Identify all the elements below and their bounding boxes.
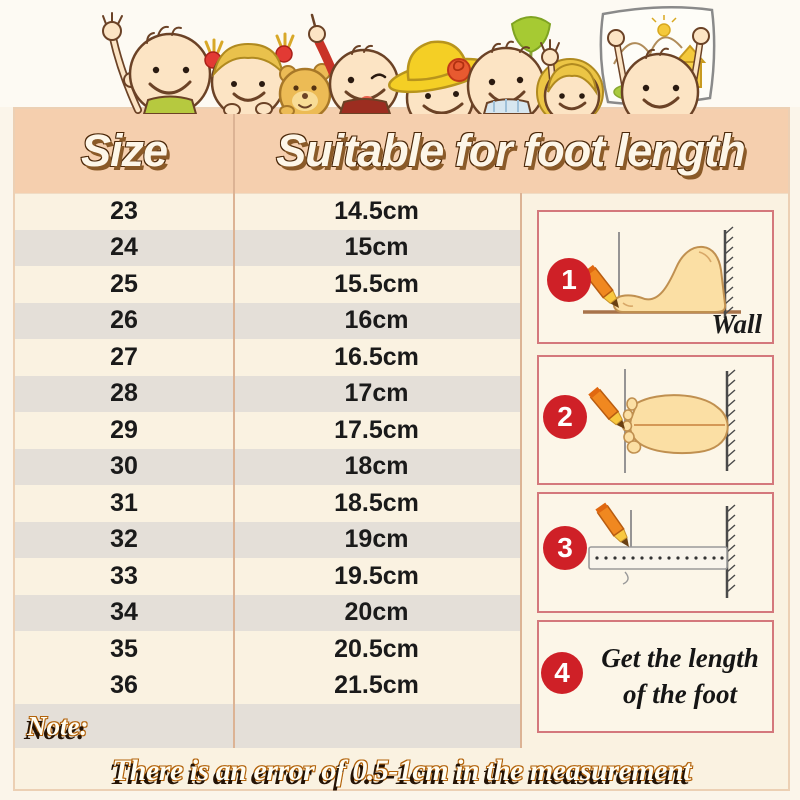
table-row: 23 14.5cm bbox=[15, 193, 520, 230]
note-label: Note: bbox=[26, 710, 89, 742]
teddy-bear bbox=[278, 63, 332, 114]
kid-winking bbox=[308, 13, 400, 114]
length-cell: 19.5cm bbox=[334, 561, 419, 590]
size-cell: 35 bbox=[110, 634, 138, 663]
table-row: 31 18.5cm bbox=[15, 485, 520, 522]
step-4-caption: Get the length of the foot bbox=[601, 643, 759, 709]
size-cell: 29 bbox=[110, 415, 138, 444]
size-table-body: 23 14.5cm 24 15cm 25 15.5cm 26 16cm 27 16.5cm 28 17… bbox=[15, 193, 520, 704]
length-cell: 16.5cm bbox=[334, 342, 419, 371]
table-row: 32 19cm bbox=[15, 521, 520, 558]
ruler-illustration bbox=[588, 502, 736, 598]
foot-top-view-illustration bbox=[588, 369, 736, 473]
step-1-badge: 1 bbox=[547, 258, 591, 302]
length-cell: 20.5cm bbox=[334, 634, 419, 663]
step-3-badge: 3 bbox=[543, 526, 587, 570]
size-cell: 36 bbox=[110, 671, 138, 700]
table-row: 36 21.5cm bbox=[15, 668, 520, 705]
measure-step-3: 3 bbox=[537, 492, 774, 613]
table-row: 33 19.5cm bbox=[15, 558, 520, 595]
size-cell: 25 bbox=[110, 269, 138, 298]
table-row: 30 18cm bbox=[15, 448, 520, 485]
measurement-error-note: There is an error of 0.5-1cm in the meas… bbox=[15, 748, 788, 793]
kid-holding-drawing bbox=[599, 5, 716, 114]
length-cell: 15cm bbox=[344, 233, 409, 262]
size-cell: 32 bbox=[110, 525, 138, 554]
size-cell: 23 bbox=[110, 196, 138, 225]
table-header: Size Suitable for foot length bbox=[15, 109, 788, 194]
table-row: 24 15cm bbox=[15, 229, 520, 266]
step-4-badge: 4 bbox=[541, 652, 583, 694]
panel-divider bbox=[520, 193, 522, 748]
table-row: 34 20cm bbox=[15, 594, 520, 631]
length-cell: 18.5cm bbox=[334, 488, 419, 517]
size-cell: 30 bbox=[110, 452, 138, 481]
size-cell: 33 bbox=[110, 561, 138, 590]
size-cell: 34 bbox=[110, 598, 138, 627]
length-cell: 21.5cm bbox=[334, 671, 419, 700]
size-cell: 24 bbox=[110, 233, 138, 262]
table-row: 26 16cm bbox=[15, 302, 520, 339]
measure-step-2: 2 bbox=[537, 355, 774, 485]
length-cell: 14.5cm bbox=[334, 196, 419, 225]
length-cell: 18cm bbox=[344, 452, 409, 481]
size-cell: 26 bbox=[110, 306, 138, 335]
column-divider bbox=[233, 109, 235, 748]
kid-blonde-girl bbox=[536, 39, 604, 114]
size-cell: 31 bbox=[110, 488, 138, 517]
table-row: 35 20.5cm bbox=[15, 631, 520, 668]
kid-waving-boy bbox=[102, 12, 212, 114]
length-cell: 17cm bbox=[344, 379, 409, 408]
foot-length-column-header: Suitable for foot length bbox=[275, 124, 746, 177]
length-cell: 16cm bbox=[344, 306, 409, 335]
measurement-error-text: There is an error of 0.5-1cm in the meas… bbox=[111, 753, 693, 788]
step-2-badge: 2 bbox=[543, 395, 587, 439]
size-cell: 28 bbox=[110, 379, 138, 408]
length-cell: 19cm bbox=[344, 525, 409, 554]
table-row: 28 17cm bbox=[15, 375, 520, 412]
length-cell: 20cm bbox=[344, 598, 409, 627]
size-chart-sheet: Size Suitable for foot length 23 14.5cm 24… bbox=[13, 107, 790, 791]
measure-step-4: 4 Get the length of the foot bbox=[537, 620, 774, 733]
length-cell: 17.5cm bbox=[334, 415, 419, 444]
kid-yellow-hat bbox=[387, 40, 489, 114]
table-row: 25 15.5cm bbox=[15, 266, 520, 303]
size-column-header: Size bbox=[80, 124, 169, 177]
size-cell: 27 bbox=[110, 342, 138, 371]
measure-step-1: 1 Wall bbox=[537, 210, 774, 344]
length-cell: 15.5cm bbox=[334, 269, 419, 298]
cartoon-children-illustration bbox=[102, 5, 716, 114]
kid-pigtail-girl bbox=[204, 32, 295, 114]
note-band: Note: bbox=[15, 704, 520, 748]
table-row: 27 16.5cm bbox=[15, 339, 520, 376]
table-row: 29 17.5cm bbox=[15, 412, 520, 449]
wall-caption: Wall bbox=[711, 309, 762, 339]
